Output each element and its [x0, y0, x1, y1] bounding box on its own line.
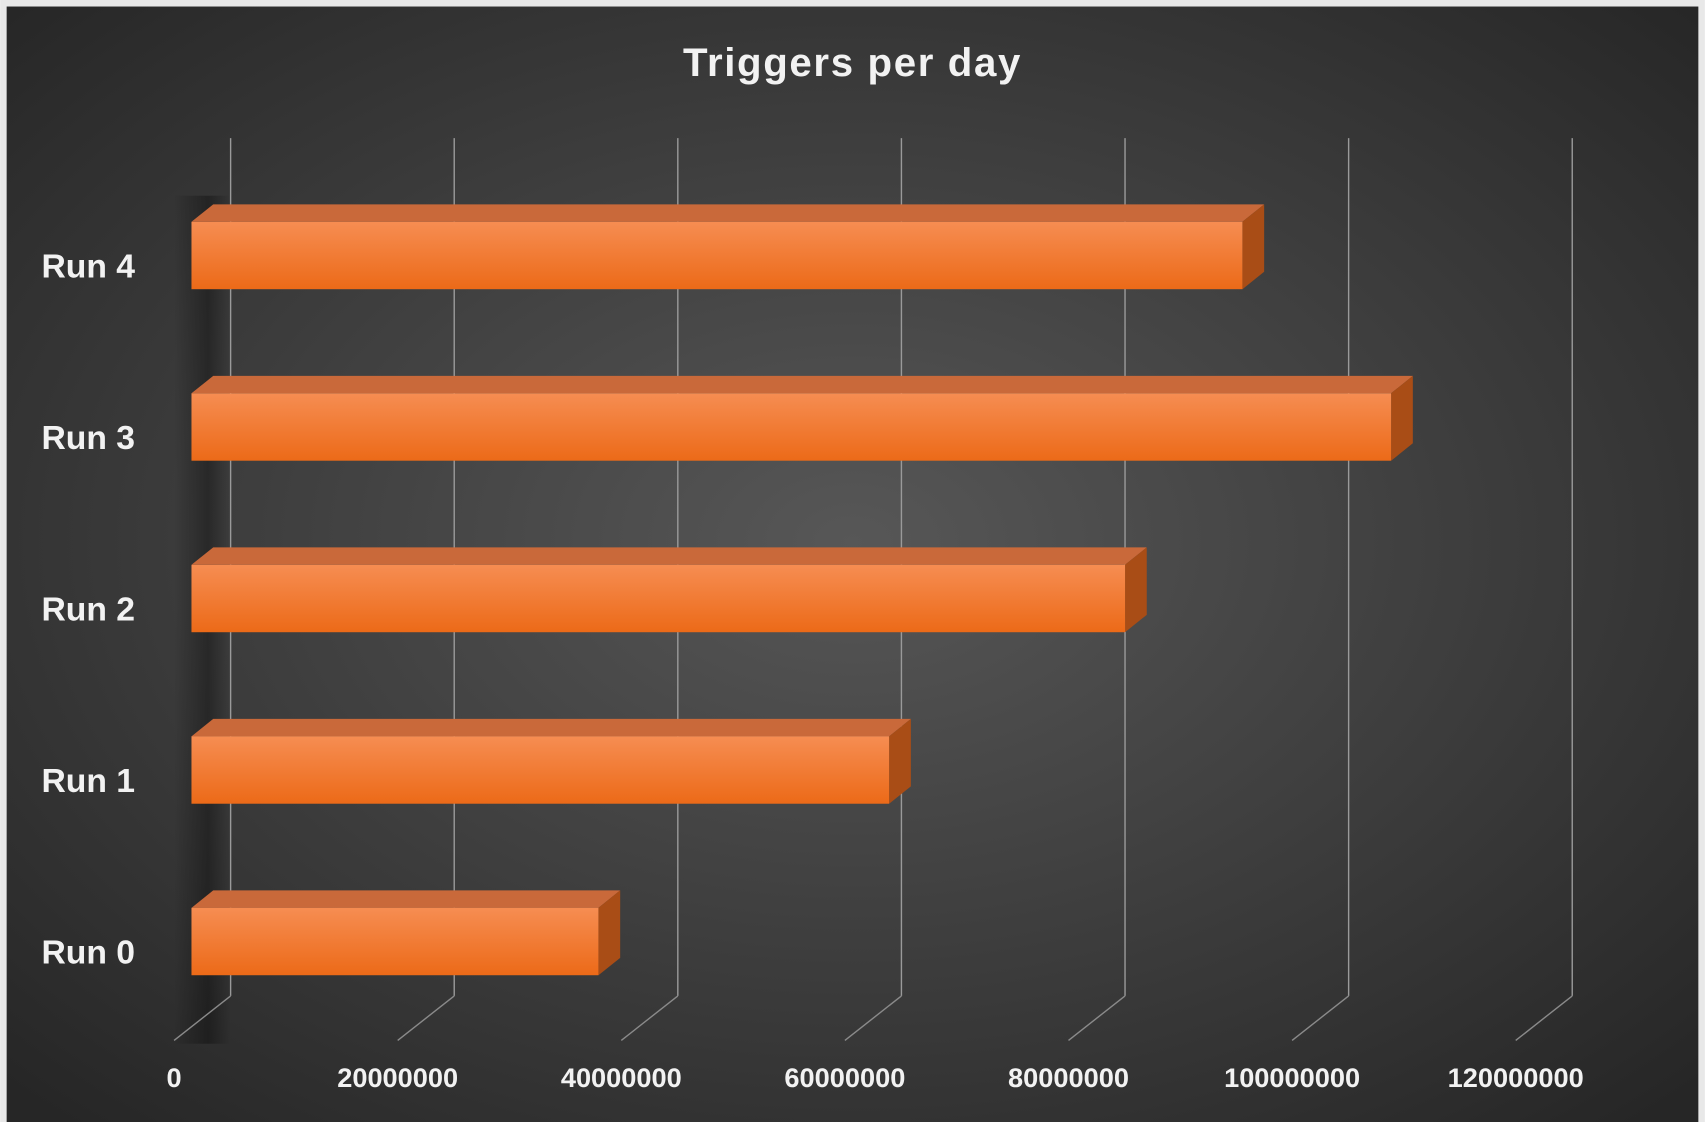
- bar: [191, 736, 890, 804]
- x-tick-label: 60000000: [784, 1062, 905, 1093]
- x-tick-label: 80000000: [1008, 1062, 1129, 1093]
- bar-top: [191, 547, 1147, 565]
- floor-line: [397, 995, 455, 1042]
- y-tick-label: Run 1: [41, 762, 135, 800]
- y-tick-label: Run 0: [41, 933, 135, 971]
- bar-top: [191, 375, 1413, 394]
- y-tick-label: Run 4: [41, 247, 135, 285]
- chart-title: Triggers per day: [683, 40, 1022, 85]
- bar-side: [598, 890, 621, 976]
- y-tick-label: Run 3: [41, 419, 135, 457]
- bar: [191, 221, 1243, 290]
- bar-side: [1242, 204, 1265, 290]
- x-tick-label: 100000000: [1224, 1062, 1360, 1093]
- bar: [191, 907, 599, 976]
- bar-side: [889, 718, 911, 804]
- bar-side: [1125, 547, 1147, 633]
- bar-top: [191, 890, 621, 908]
- bar-side: [1391, 375, 1413, 461]
- floor-line: [620, 995, 679, 1042]
- floor-line: [1068, 995, 1126, 1042]
- bar-top: [191, 718, 911, 737]
- floor-line: [1515, 995, 1573, 1042]
- floor-line: [173, 995, 232, 1042]
- floor-line: [844, 995, 902, 1042]
- x-tick-label: 40000000: [561, 1062, 682, 1093]
- bar: [191, 393, 1392, 461]
- bar: [191, 564, 1126, 633]
- x-tick-label: 0: [167, 1062, 182, 1093]
- floor-line: [1291, 995, 1350, 1042]
- bar-top: [191, 204, 1265, 222]
- x-tick-label: 120000000: [1448, 1062, 1584, 1093]
- y-tick-label: Run 2: [41, 590, 135, 628]
- x-tick-label: 20000000: [337, 1062, 458, 1093]
